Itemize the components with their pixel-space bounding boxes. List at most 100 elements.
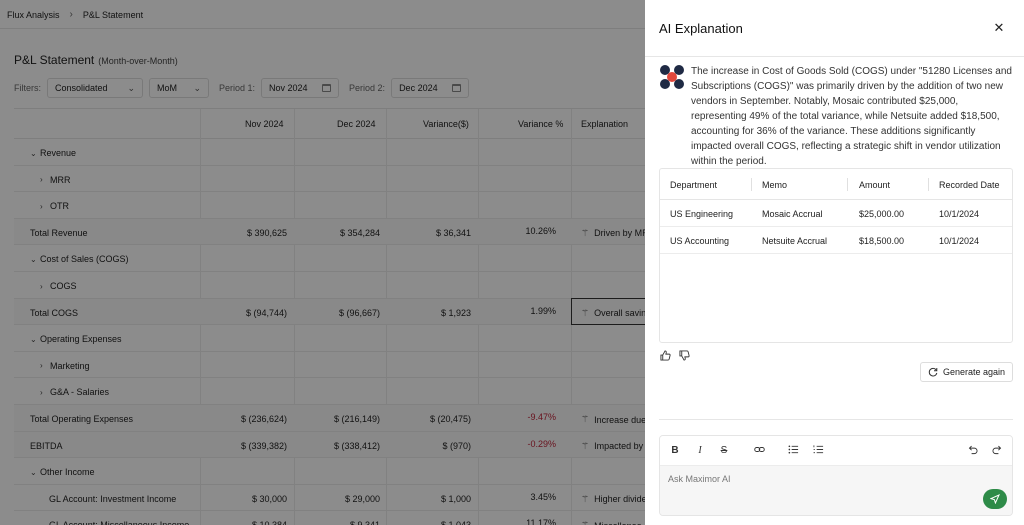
table-row[interactable]: GL Account: Investment Income $ 30,000 $ 2… <box>14 485 1024 512</box>
panel-divider <box>645 56 1024 57</box>
ask-ai-input[interactable] <box>668 471 968 487</box>
table-row: US Accounting Netsuite Accrual $18,500.0… <box>660 227 1012 254</box>
cell-explanation[interactable]: ⚚ Driven by MR <box>581 228 649 239</box>
cell-period2: $ 29,000 <box>344 493 380 504</box>
chevron-right-icon[interactable]: › <box>40 175 43 185</box>
table-row[interactable]: › G&A - Salaries <box>14 378 1024 405</box>
send-button[interactable] <box>983 489 1007 509</box>
breadcrumb: Flux Analysis › P&L Statement <box>7 9 143 20</box>
close-icon[interactable]: ✕ <box>993 20 1005 35</box>
cell-explanation[interactable]: ⚚ Higher divide <box>581 494 647 505</box>
calendar-icon <box>452 84 462 92</box>
row-label: ⌄ Other Income <box>30 467 95 477</box>
bold-icon[interactable]: B <box>671 445 679 456</box>
row-label: ⌄ Cost of Sales (COGS) <box>30 254 129 264</box>
table-row[interactable]: ⌄ Other Income <box>14 458 1024 485</box>
cell-period1: $ 10,384 <box>252 520 287 525</box>
row-label-text: Other Income <box>40 467 95 478</box>
row-label: GL Account: Miscellaneous Income <box>49 520 189 525</box>
italic-icon[interactable]: I <box>698 445 702 456</box>
cell-explanation[interactable]: ⚚ Miscellaneo <box>581 520 642 525</box>
chevron-down-icon[interactable]: ⌄ <box>30 467 37 477</box>
send-icon <box>990 494 1000 504</box>
magic-wand-icon: ⚚ <box>581 227 590 238</box>
mode-select[interactable]: MoM ⌄ <box>149 78 209 98</box>
chevron-right-icon[interactable]: › <box>40 387 43 397</box>
chevron-right-icon[interactable]: › <box>40 201 43 211</box>
chevron-down-icon[interactable]: ⌄ <box>30 254 37 264</box>
undo-icon[interactable] <box>965 444 979 458</box>
header-divider <box>847 178 848 191</box>
cell-period1: $ (94,744) <box>245 307 287 318</box>
page-subtitle: (Month-over-Month) <box>98 56 178 66</box>
row-label-text: Marketing <box>50 360 90 371</box>
cell-explanation[interactable]: ⚚ Impacted by <box>581 441 643 452</box>
cell-recorded-date: 10/1/2024 <box>939 209 980 219</box>
cell-memo: Netsuite Accrual <box>762 236 828 246</box>
table-row[interactable]: › Marketing <box>14 352 1024 379</box>
table-row[interactable]: ⌄ Revenue <box>14 139 1024 166</box>
explanation-text: Driven by MR <box>594 228 649 239</box>
magic-wand-icon: ⚚ <box>581 440 590 451</box>
header-period2[interactable]: Dec 2024 <box>337 119 376 129</box>
cell-variance: $ (970) <box>442 440 471 451</box>
magic-wand-icon: ⚚ <box>581 414 590 424</box>
numbered-list-icon[interactable] <box>811 444 825 458</box>
chevron-right-icon[interactable]: › <box>40 281 43 291</box>
bulleted-list-icon[interactable] <box>786 444 800 458</box>
row-label: › G&A - Salaries <box>40 387 109 397</box>
table-row[interactable]: ⌄ Cost of Sales (COGS) <box>14 245 1024 272</box>
scope-select[interactable]: Consolidated ⌄ <box>47 78 143 98</box>
generate-again-button[interactable]: Generate again <box>920 362 1013 382</box>
period2-label: Period 2: <box>349 83 386 93</box>
chevron-right-icon[interactable]: › <box>40 361 43 371</box>
chat-composer: B I S <box>659 435 1013 516</box>
table-row[interactable]: ⌄ Operating Expenses <box>14 325 1024 352</box>
cell-amount: $25,000.00 <box>859 209 905 219</box>
thumbs-down-icon[interactable] <box>679 350 690 361</box>
cell-period1: $ (236,624) <box>240 414 287 424</box>
row-label-text: Total Operating Expenses <box>30 414 134 424</box>
period1-date-input[interactable]: Nov 2024 <box>261 78 340 98</box>
chevron-down-icon: ⌄ <box>193 82 201 93</box>
header-variance[interactable]: Variance($) <box>423 119 469 129</box>
row-label: › OTR <box>40 201 69 211</box>
cell-explanation[interactable]: ⚚ Increase due <box>581 414 646 425</box>
table-row: US Engineering Mosaic Accrual $25,000.00… <box>660 200 1012 227</box>
header-divider <box>928 178 929 191</box>
ai-explanation-panel: AI Explanation ✕ The increase in Cost of… <box>645 0 1024 525</box>
breadcrumb-pl-statement[interactable]: P&L Statement <box>82 9 144 20</box>
header-explanation[interactable]: Explanation <box>581 119 629 129</box>
magic-wand-icon: ⚚ <box>581 520 589 525</box>
cell-explanation[interactable]: ⚚ Overall savin <box>581 308 646 319</box>
panel-divider <box>659 419 1013 420</box>
period1-label: Period 1: <box>219 83 256 93</box>
table-row[interactable]: › OTR <box>14 192 1024 219</box>
header-divider <box>751 178 752 191</box>
header-period1[interactable]: Nov 2024 <box>245 119 284 129</box>
row-label-text: Cost of Sales (COGS) <box>40 254 129 265</box>
row-label: Total Operating Expenses <box>30 414 133 424</box>
thumbs-up-icon[interactable] <box>660 350 671 361</box>
cell-variance-pct: 10.26% <box>525 225 556 236</box>
cell-amount: $18,500.00 <box>859 236 905 246</box>
evidence-table-header: Department Memo Amount Recorded Date <box>660 169 1012 200</box>
table-row[interactable]: GL Account: Miscellaneous Income $ 10,384… <box>14 511 1024 525</box>
table-row[interactable]: › COGS <box>14 272 1024 299</box>
chevron-down-icon[interactable]: ⌄ <box>30 334 37 344</box>
cell-variance: $ 1,043 <box>441 520 471 525</box>
breadcrumb-flux-analysis[interactable]: Flux Analysis <box>7 9 60 20</box>
link-icon[interactable] <box>752 444 766 458</box>
table-row[interactable]: › MRR <box>14 166 1024 193</box>
cell-period2: $ 354,284 <box>339 227 380 238</box>
chevron-down-icon[interactable]: ⌄ <box>30 148 37 158</box>
header-variance-pct[interactable]: Variance % <box>518 119 564 129</box>
period2-date-input[interactable]: Dec 2024 <box>391 78 470 98</box>
modal-backdrop[interactable] <box>0 0 645 525</box>
cell-period2: $ (338,412) <box>333 440 380 451</box>
evidence-header-amount: Amount <box>859 180 891 190</box>
strikethrough-icon[interactable]: S <box>720 445 728 456</box>
period2-value: Dec 2024 <box>399 83 438 93</box>
chevron-right-icon: › <box>69 9 73 20</box>
redo-icon[interactable] <box>990 444 1004 458</box>
